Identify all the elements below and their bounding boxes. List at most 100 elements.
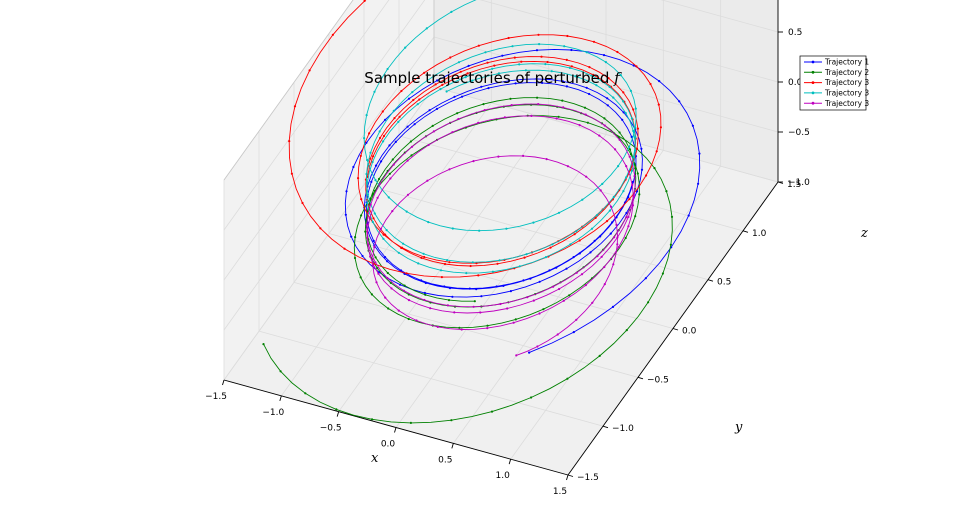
trajectory-point: [625, 176, 628, 179]
y-axis-label: y: [734, 420, 743, 435]
trajectory-point: [627, 215, 630, 219]
trajectory-point: [540, 55, 543, 58]
trajectory-point: [616, 236, 619, 239]
trajectory-point: [372, 217, 375, 220]
trajectory-point: [599, 235, 602, 238]
trajectory-point: [603, 265, 606, 269]
tick-mark: [508, 459, 512, 465]
trajectory-point: [424, 293, 427, 296]
trajectory-point: [618, 131, 621, 134]
trajectory-point: [698, 152, 701, 155]
trajectory-point: [625, 329, 628, 332]
y-tick-label: 1.5: [787, 180, 801, 190]
trajectory-point: [384, 233, 387, 236]
trajectory-point: [565, 58, 568, 62]
trajectory-point: [595, 84, 598, 87]
trajectory-point: [628, 148, 632, 151]
trajectory-point: [381, 110, 384, 113]
trajectory-point: [514, 82, 517, 85]
trajectory-point: [466, 72, 469, 75]
trajectory-point: [423, 255, 426, 259]
trajectory-point: [472, 160, 475, 163]
trajectory-point: [435, 107, 439, 110]
trajectory-1: [344, 48, 701, 354]
trajectory-point: [404, 46, 407, 49]
trajectory-point: [634, 107, 637, 110]
trajectory-point: [550, 70, 553, 73]
tick-mark: [279, 395, 282, 401]
trajectory-point: [578, 252, 581, 255]
trajectory-point: [611, 221, 614, 224]
trajectory-point: [369, 151, 372, 154]
trajectory-point: [432, 130, 435, 133]
trajectories: [262, 0, 701, 424]
trajectory-point: [580, 273, 584, 276]
trajectory-point: [374, 256, 377, 259]
trajectory-point: [484, 51, 487, 54]
trajectory-point: [366, 210, 369, 213]
trajectory-point: [625, 165, 628, 168]
trajectory-point: [535, 49, 539, 52]
trajectory-point: [429, 307, 432, 310]
trajectory-point: [376, 267, 379, 270]
trajectory-point: [590, 74, 593, 77]
trajectory-point: [599, 189, 602, 192]
trajectory-point: [423, 291, 426, 295]
trajectory-point: [407, 299, 411, 302]
trajectory-point: [619, 74, 622, 77]
tick-mark: [394, 427, 397, 433]
trajectory-point: [545, 158, 548, 161]
tick-mark: [707, 279, 714, 282]
trajectory-point: [586, 121, 590, 124]
z-tick-label: −0.5: [788, 128, 810, 138]
x-tick-label: −1.5: [205, 392, 227, 402]
trajectory-point: [372, 239, 375, 242]
trajectory-point: [377, 177, 381, 181]
tick-mark: [222, 379, 225, 386]
trajectory-point: [365, 114, 368, 117]
legend-marker: [811, 70, 815, 74]
trajectory-point: [632, 108, 635, 111]
trajectory-point: [486, 61, 489, 64]
trajectory-point: [397, 309, 400, 312]
trajectory-point: [439, 269, 443, 272]
trajectory-point: [439, 88, 442, 91]
trajectory-point: [301, 201, 304, 205]
trajectory-point: [370, 293, 373, 296]
trajectory-point: [412, 98, 415, 102]
trajectory-point: [615, 223, 618, 226]
trajectory-point: [603, 124, 606, 127]
trajectory-point: [366, 193, 370, 196]
trajectory-point: [493, 64, 496, 67]
legend-marker: [811, 81, 815, 84]
trajectory-point: [360, 214, 363, 217]
trajectory-point: [290, 172, 293, 175]
trajectory-point: [453, 95, 456, 98]
trajectory-point: [544, 256, 548, 259]
trajectory-point: [373, 212, 376, 215]
trajectory-point: [467, 64, 470, 67]
trajectory-point: [649, 82, 652, 86]
trajectory-point: [634, 136, 637, 139]
trajectory-point: [475, 262, 478, 265]
trajectory-point: [659, 126, 663, 129]
trajectory-point: [561, 80, 564, 83]
trajectory-point: [359, 276, 362, 279]
trajectory-point: [350, 235, 353, 238]
trajectory-point: [631, 180, 635, 183]
y-tick-label: −0.5: [647, 375, 669, 385]
trajectory-point: [433, 74, 436, 77]
trajectory-point: [490, 410, 494, 413]
trajectory-point: [602, 54, 606, 57]
trajectory-point: [589, 251, 592, 254]
tick-mark: [566, 474, 569, 481]
trajectory-point: [392, 163, 395, 166]
trajectory-point: [361, 254, 364, 258]
trajectory-point: [558, 287, 561, 291]
legend-label: Trajectory 1: [824, 58, 869, 67]
trajectory-point: [440, 276, 443, 279]
trajectory-point: [497, 72, 501, 75]
trajectory-point: [518, 265, 521, 268]
trajectory-point: [357, 177, 360, 180]
